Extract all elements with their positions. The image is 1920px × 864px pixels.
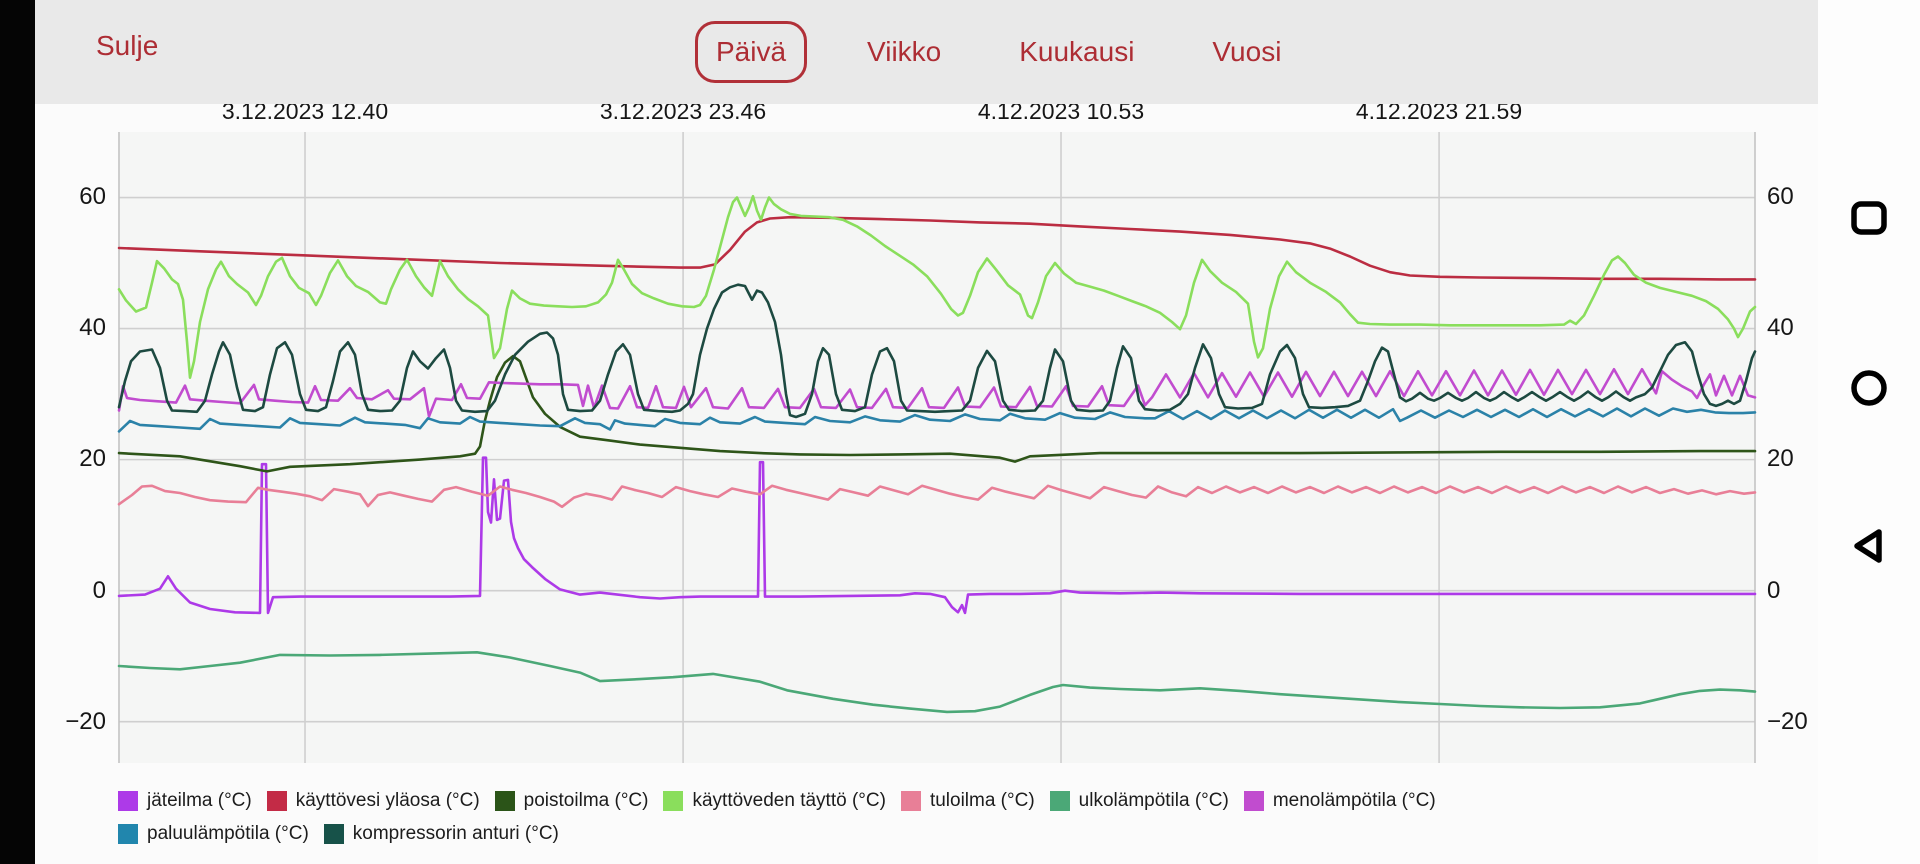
- legend-label: poistoilma (°C): [523, 790, 649, 811]
- chart-legend: jäteilma (°C) käyttövesi yläosa (°C) poi…: [118, 790, 1598, 845]
- legend-swatch-icon: [1049, 791, 1070, 811]
- y-tick-left-m20: −20: [65, 708, 106, 735]
- legend-label: käyttöveden täyttö (°C): [692, 790, 886, 811]
- legend-swatch-icon: [900, 791, 921, 811]
- legend-swatch-icon: [266, 791, 287, 811]
- close-button[interactable]: Sulje: [88, 26, 166, 66]
- legend-label: ulkolämpötila (°C): [1078, 790, 1229, 811]
- legend-swatch-icon: [118, 824, 138, 844]
- y-tick-right-60: 60: [1767, 183, 1794, 210]
- y-tick-right-20: 20: [1767, 445, 1794, 472]
- legend-item-ulkolampotila[interactable]: ulkolämpötila (°C): [1049, 790, 1229, 812]
- legend-item-kompressorin-anturi[interactable]: kompressorin anturi (°C): [323, 823, 559, 845]
- y-tick-left-60: 60: [79, 183, 106, 210]
- legend-item-tuloilma[interactable]: tuloilma (°C): [900, 790, 1035, 812]
- back-triangle-icon: [1841, 525, 1897, 567]
- tab-kuukausi[interactable]: Kuukausi: [1001, 24, 1152, 80]
- home-circle-icon: [1841, 367, 1897, 409]
- legend-label: käyttövesi yläosa (°C): [295, 790, 480, 811]
- y-tick-left-0: 0: [92, 577, 106, 604]
- legend-item-paluulampotila[interactable]: paluulämpötila (°C): [118, 823, 309, 845]
- android-nav-bar: [1818, 0, 1920, 864]
- recents-button[interactable]: [1841, 190, 1897, 246]
- legend-swatch-icon: [494, 791, 515, 811]
- y-tick-left-20: 20: [79, 445, 106, 472]
- back-button[interactable]: [1841, 518, 1897, 574]
- legend-item-jateilma[interactable]: jäteilma (°C): [118, 790, 252, 812]
- tab-viikko[interactable]: Viikko: [849, 24, 959, 80]
- legend-swatch-icon: [663, 791, 684, 811]
- legend-swatch-icon: [118, 791, 138, 811]
- legend-swatch-icon: [323, 824, 344, 844]
- tab-paiva[interactable]: Päivä: [695, 21, 808, 83]
- period-tabs: Päivä Viikko Kuukausi Vuosi: [695, 0, 1299, 104]
- legend-item-menolampotila[interactable]: menolämpötila (°C): [1243, 790, 1436, 812]
- y-tick-right-m20: −20: [1767, 708, 1808, 735]
- y-tick-right-40: 40: [1767, 314, 1794, 341]
- y-tick-left-40: 40: [79, 314, 106, 341]
- legend-item-kayttoveden-taytto[interactable]: käyttöveden täyttö (°C): [663, 790, 886, 812]
- legend-label: jäteilma (°C): [147, 790, 252, 811]
- y-tick-right-0: 0: [1767, 577, 1781, 604]
- camera-notch-bar: [0, 0, 35, 864]
- legend-item-poistoilma[interactable]: poistoilma (°C): [494, 790, 649, 812]
- tab-vuosi[interactable]: Vuosi: [1194, 24, 1299, 80]
- recents-square-icon: [1841, 197, 1897, 239]
- legend-item-kayttovesi-ylaosa[interactable]: käyttövesi yläosa (°C): [266, 790, 480, 812]
- legend-label: kompressorin anturi (°C): [352, 823, 559, 844]
- legend-label: tuloilma (°C): [929, 790, 1035, 811]
- home-button[interactable]: [1841, 360, 1897, 416]
- legend-label: menolämpötila (°C): [1272, 790, 1436, 811]
- top-toolbar: Sulje Päivä Viikko Kuukausi Vuosi: [35, 0, 1818, 104]
- legend-label: paluulämpötila (°C): [147, 823, 309, 844]
- legend-swatch-icon: [1243, 791, 1264, 811]
